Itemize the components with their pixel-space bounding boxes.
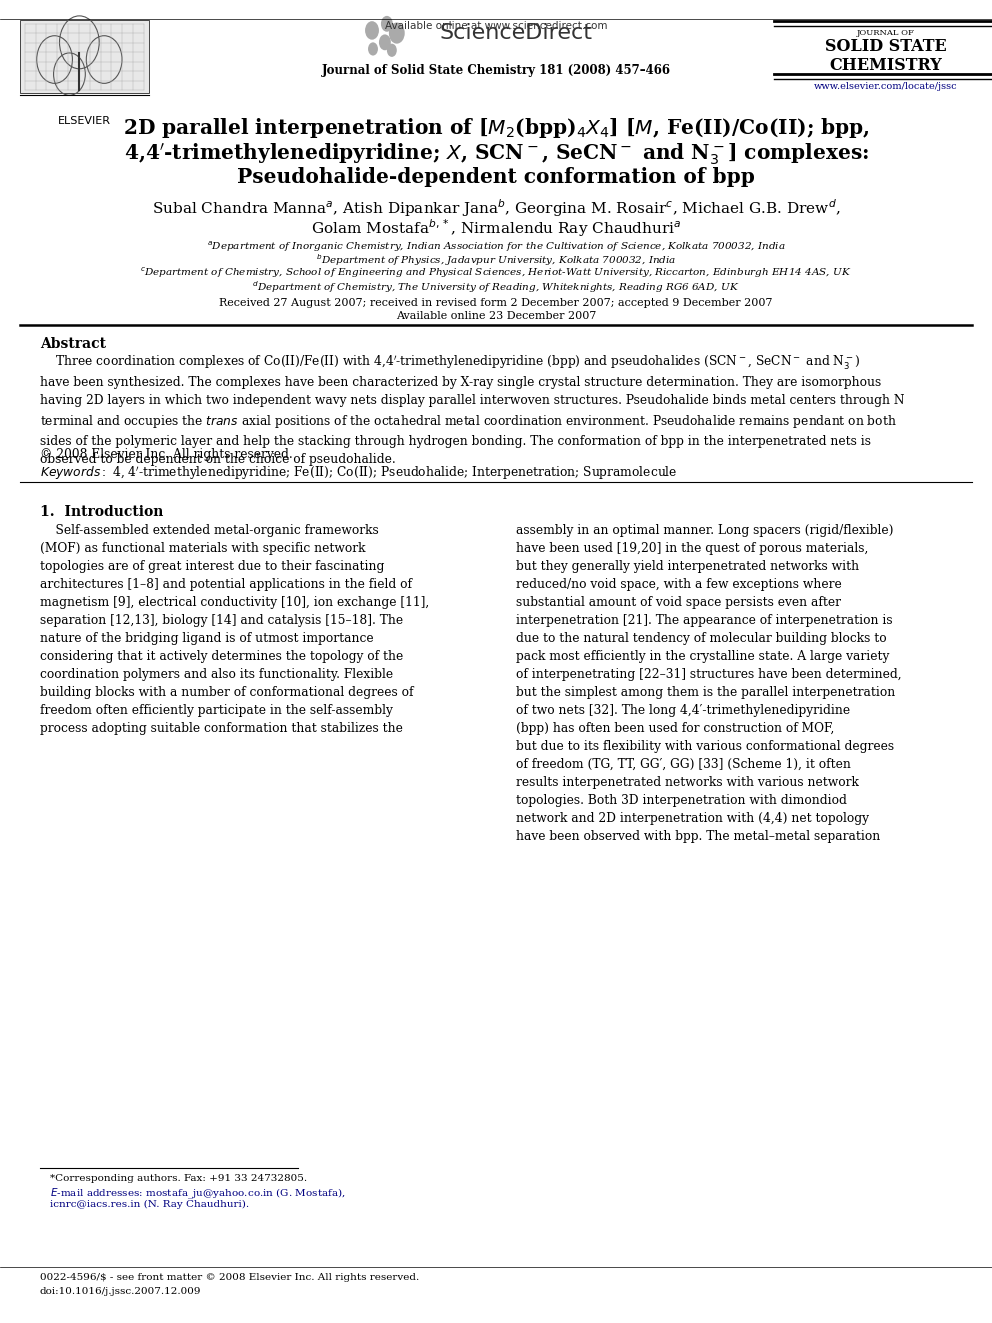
- Text: ScienceDirect: ScienceDirect: [439, 22, 592, 44]
- Text: Pseudohalide-dependent conformation of bpp: Pseudohalide-dependent conformation of b…: [237, 167, 755, 187]
- Text: ELSEVIER: ELSEVIER: [58, 116, 111, 127]
- Text: SOLID STATE: SOLID STATE: [825, 38, 946, 56]
- Text: Subal Chandra Manna$^a$, Atish Dipankar Jana$^b$, Georgina M. Rosair$^c$, Michae: Subal Chandra Manna$^a$, Atish Dipankar …: [152, 197, 840, 218]
- Text: 0022-4596/$ - see front matter © 2008 Elsevier Inc. All rights reserved.: 0022-4596/$ - see front matter © 2008 El…: [40, 1273, 419, 1282]
- Circle shape: [387, 44, 397, 57]
- Text: assembly in an optimal manner. Long spacers (rigid/flexible)
have been used [19,: assembly in an optimal manner. Long spac…: [516, 524, 902, 843]
- Text: © 2008 Elsevier Inc. All rights reserved.: © 2008 Elsevier Inc. All rights reserved…: [40, 448, 293, 462]
- Text: $\it{E}$-mail addresses: mostafa_ju@yahoo.co.in (G. Mostafa),: $\it{E}$-mail addresses: mostafa_ju@yaho…: [50, 1187, 345, 1201]
- Text: Three coordination complexes of Co(II)/Fe(II) with 4,4$'$-trimethylenedipyridine: Three coordination complexes of Co(II)/F…: [40, 353, 904, 466]
- Text: www.elsevier.com/locate/jssc: www.elsevier.com/locate/jssc: [814, 82, 957, 91]
- Text: 2D parallel interpenetration of [$M_2$(bpp)$_4$$X_4$] [$M$, Fe(II)/Co(II); bpp,: 2D parallel interpenetration of [$M_2$(b…: [123, 116, 869, 140]
- Circle shape: [381, 16, 393, 32]
- Text: JOURNAL OF: JOURNAL OF: [857, 29, 915, 37]
- FancyBboxPatch shape: [20, 20, 149, 93]
- Text: Available online 23 December 2007: Available online 23 December 2007: [396, 311, 596, 321]
- Text: $\it{Keywords:}$ 4, 4$'$-trimethylenedipyridine; Fe(II); Co(II); Pseudohalide; I: $\it{Keywords:}$ 4, 4$'$-trimethylenedip…: [40, 464, 678, 482]
- Text: Available online at www.sciencedirect.com: Available online at www.sciencedirect.co…: [385, 21, 607, 32]
- Text: icnrc@iacs.res.in (N. Ray Chaudhuri).: icnrc@iacs.res.in (N. Ray Chaudhuri).: [50, 1200, 249, 1209]
- Circle shape: [368, 42, 378, 56]
- Text: $^a$Department of Inorganic Chemistry, Indian Association for the Cultivation of: $^a$Department of Inorganic Chemistry, I…: [206, 239, 786, 254]
- Text: *Corresponding authors. Fax: +91 33 24732805.: *Corresponding authors. Fax: +91 33 2473…: [50, 1174, 307, 1183]
- Text: 1.  Introduction: 1. Introduction: [40, 505, 163, 520]
- Circle shape: [379, 34, 391, 50]
- Text: CHEMISTRY: CHEMISTRY: [829, 57, 942, 74]
- Text: $^b$Department of Physics, Jadavpur University, Kolkata 700032, India: $^b$Department of Physics, Jadavpur Univ…: [315, 253, 677, 269]
- Text: Received 27 August 2007; received in revised form 2 December 2007; accepted 9 De: Received 27 August 2007; received in rev…: [219, 298, 773, 308]
- Text: $^d$Department of Chemistry, The University of Reading, Whiteknights, Reading RG: $^d$Department of Chemistry, The Univers…: [252, 279, 740, 295]
- Text: Journal of Solid State Chemistry 181 (2008) 457–466: Journal of Solid State Chemistry 181 (20…: [321, 64, 671, 77]
- Circle shape: [389, 22, 405, 44]
- Text: 4,4$'$-trimethylenedipyridine; $X$, SCN$^-$, SeCN$^-$ and N$_3^-$] complexes:: 4,4$'$-trimethylenedipyridine; $X$, SCN$…: [123, 142, 869, 167]
- Text: Self-assembled extended metal-organic frameworks
(MOF) as functional materials w: Self-assembled extended metal-organic fr…: [40, 524, 429, 734]
- Text: doi:10.1016/j.jssc.2007.12.009: doi:10.1016/j.jssc.2007.12.009: [40, 1287, 201, 1297]
- Circle shape: [365, 21, 379, 40]
- Text: Abstract: Abstract: [40, 337, 106, 352]
- Text: Golam Mostafa$^{b,*}$, Nirmalendu Ray Chaudhuri$^a$: Golam Mostafa$^{b,*}$, Nirmalendu Ray Ch…: [310, 217, 682, 238]
- Text: $^c$Department of Chemistry, School of Engineering and Physical Sciences, Heriot: $^c$Department of Chemistry, School of E…: [140, 266, 852, 280]
